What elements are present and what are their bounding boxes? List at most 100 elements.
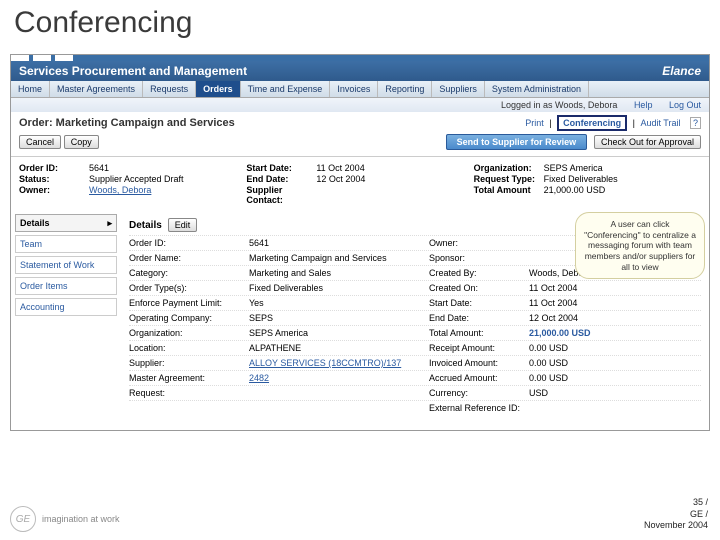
detail-value: 0.00 USD: [529, 343, 701, 353]
ge-logo-icon: GE: [10, 506, 36, 532]
checkout-button[interactable]: Check Out for Approval: [594, 135, 701, 149]
send-to-supplier-button[interactable]: Send to Supplier for Review: [446, 134, 588, 150]
ge-tagline: imagination at work: [42, 514, 120, 524]
detail-value: 11 Oct 2004: [529, 298, 701, 308]
detail-value: 12 Oct 2004: [529, 313, 701, 323]
main-area: Details Team Statement of Work Order Items A…: [11, 210, 709, 430]
summary-value: Supplier Accepted Draft: [89, 174, 184, 184]
detail-label: Created On:: [429, 283, 529, 293]
detail-label: Order ID:: [129, 238, 249, 248]
nav-tab-suppliers[interactable]: Suppliers: [432, 81, 485, 97]
detail-label: Accrued Amount:: [429, 373, 529, 383]
user-bar: Logged in as Woods, Debora Help Log Out: [11, 98, 709, 112]
summary-value: 12 Oct 2004: [316, 174, 365, 184]
detail-label: Master Agreement:: [129, 373, 249, 383]
help-link[interactable]: Help: [634, 100, 653, 110]
side-item-accounting[interactable]: Accounting: [15, 298, 117, 316]
detail-value: 2482: [249, 373, 429, 383]
print-link[interactable]: Print: [525, 118, 544, 128]
summary-value: 21,000.00 USD: [544, 185, 606, 195]
summary-value: 11 Oct 2004: [316, 163, 364, 173]
detail-value: Marketing Campaign and Services: [249, 253, 429, 263]
detail-value: Yes: [249, 298, 429, 308]
detail-label: Receipt Amount:: [429, 343, 529, 353]
slide-title: Conferencing: [14, 6, 192, 40]
detail-value: 0.00 USD: [529, 373, 701, 383]
logout-link[interactable]: Log Out: [669, 100, 701, 110]
copy-button[interactable]: Copy: [64, 135, 99, 149]
summary-label: Order ID:: [19, 163, 89, 173]
loggedin-label: Logged in as Woods, Debora: [501, 100, 617, 110]
edit-button[interactable]: Edit: [168, 218, 198, 232]
detail-value: USD: [529, 388, 701, 398]
detail-label: Enforce Payment Limit:: [129, 298, 249, 308]
summary-info: Order ID:5641Status:Supplier Accepted Dr…: [11, 157, 709, 210]
nav-tab-reporting[interactable]: Reporting: [378, 81, 432, 97]
detail-label: Operating Company:: [129, 313, 249, 323]
detail-label: Supplier:: [129, 358, 249, 368]
detail-label: Order Type(s):: [129, 283, 249, 293]
nav-tab-invoices[interactable]: Invoices: [330, 81, 378, 97]
detail-label: Currency:: [429, 388, 529, 398]
detail-label: Request:: [129, 388, 249, 398]
detail-value: 21,000.00 USD: [529, 328, 701, 338]
summary-value: Fixed Deliverables: [544, 174, 618, 184]
detail-value: Marketing and Sales: [249, 268, 429, 278]
nav-bar: HomeMaster AgreementsRequestsOrdersTime …: [11, 81, 709, 98]
title-row: Order: Marketing Campaign and Services P…: [11, 112, 709, 132]
detail-value: 0.00 USD: [529, 358, 701, 368]
detail-label: End Date:: [429, 313, 529, 323]
summary-label: Total Amount: [474, 185, 544, 195]
detail-label: Organization:: [129, 328, 249, 338]
detail-label: [129, 403, 249, 413]
detail-label: Order Name:: [129, 253, 249, 263]
detail-label: Start Date:: [429, 298, 529, 308]
detail-label: Location:: [129, 343, 249, 353]
summary-label: Organization:: [474, 163, 544, 173]
side-item-statement-of-work[interactable]: Statement of Work: [15, 256, 117, 274]
detail-value: Fixed Deliverables: [249, 283, 429, 293]
detail-value: SEPS America: [249, 328, 429, 338]
title-actions: Print | Conferencing | Audit Trail ?: [522, 118, 701, 128]
detail-label: Owner:: [429, 238, 529, 248]
page-number: 35 / GE / November 2004: [644, 497, 708, 532]
side-item-order-items[interactable]: Order Items: [15, 277, 117, 295]
cancel-button[interactable]: Cancel: [19, 135, 61, 149]
side-item-team[interactable]: Team: [15, 235, 117, 253]
header-brand: Elance: [662, 64, 701, 78]
side-nav: Details Team Statement of Work Order Items A…: [11, 210, 121, 430]
audit-trail-link[interactable]: Audit Trail: [640, 118, 680, 128]
detail-label: Category:: [129, 268, 249, 278]
summary-label: End Date:: [246, 174, 316, 184]
summary-value: Woods, Debora: [89, 185, 151, 195]
nav-tab-orders[interactable]: Orders: [196, 81, 241, 97]
summary-label: Owner:: [19, 185, 89, 195]
nav-tab-home[interactable]: Home: [11, 81, 50, 97]
detail-label: Sponsor:: [429, 253, 529, 263]
summary-label: Status:: [19, 174, 89, 184]
summary-label: Supplier Contact:: [246, 185, 316, 205]
slide-footer: GE imagination at work 35 / GE / Novembe…: [10, 497, 708, 532]
page-title: Order: Marketing Campaign and Services: [19, 117, 235, 129]
detail-value: ALLOY SERVICES (18CCMTRO)/137: [249, 358, 429, 368]
detail-label: Created By:: [429, 268, 529, 278]
nav-tab-master-agreements[interactable]: Master Agreements: [50, 81, 143, 97]
detail-label: External Reference ID:: [429, 403, 529, 413]
detail-label: Total Amount:: [429, 328, 529, 338]
nav-tab-requests[interactable]: Requests: [143, 81, 196, 97]
nav-tab-system-administration[interactable]: System Administration: [485, 81, 589, 97]
summary-label: Start Date:: [246, 163, 316, 173]
detail-value: ALPATHENE: [249, 343, 429, 353]
detail-value: [249, 388, 429, 398]
conferencing-link[interactable]: Conferencing: [557, 115, 627, 131]
side-item-details[interactable]: Details: [15, 214, 117, 232]
header-title: Services Procurement and Management: [19, 64, 247, 78]
help-icon[interactable]: ?: [690, 117, 701, 129]
nav-tab-time-and-expense[interactable]: Time and Expense: [241, 81, 331, 97]
app-window: Services Procurement and Management Elan…: [10, 54, 710, 431]
summary-value: SEPS America: [544, 163, 603, 173]
ge-logo: GE imagination at work: [10, 506, 120, 532]
callout-tooltip: A user can click "Conferencing" to centr…: [575, 212, 705, 279]
summary-value: 5641: [89, 163, 109, 173]
detail-label: Invoiced Amount:: [429, 358, 529, 368]
